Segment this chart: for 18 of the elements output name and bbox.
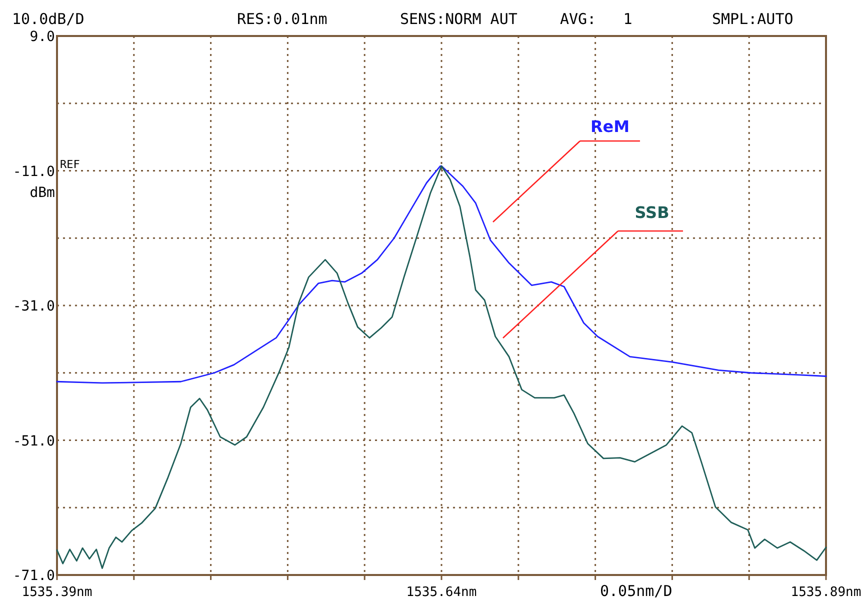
x-tick-label: 1535.64nm bbox=[406, 585, 477, 600]
annotation: REF bbox=[60, 158, 80, 171]
text: SMPL:AUTO bbox=[712, 10, 794, 28]
text: AVG: 1 bbox=[560, 10, 632, 28]
text: RES:0.01nm bbox=[237, 10, 328, 28]
y-tick-label: -71.0 bbox=[12, 568, 55, 584]
x-tick-label: 1535.89nm bbox=[790, 585, 862, 600]
y-axis-title: dBm bbox=[30, 184, 55, 201]
y-tick-label: -11.0 bbox=[12, 164, 55, 180]
y-tick-label: 9.0 bbox=[30, 29, 55, 45]
text: 10.0dB/D bbox=[12, 10, 84, 28]
text: SSB bbox=[634, 203, 670, 222]
text: ReM bbox=[590, 117, 630, 136]
y-tick-label: -51.0 bbox=[12, 433, 55, 450]
text: SENS:NORM AUT bbox=[400, 10, 518, 28]
x-tick-label: 1535.39nm bbox=[22, 585, 92, 600]
y-tick-label: -31.0 bbox=[12, 298, 55, 314]
text: 0.05nm/D bbox=[600, 582, 672, 600]
